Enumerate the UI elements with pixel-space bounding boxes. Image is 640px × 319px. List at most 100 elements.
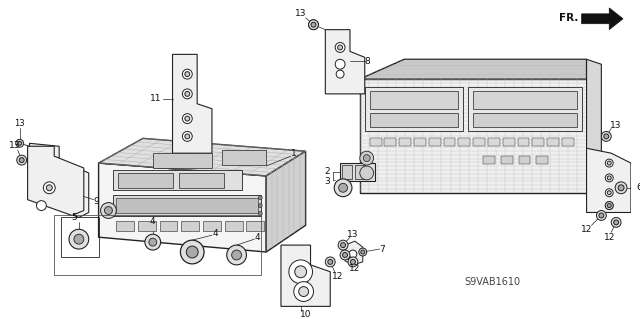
- Circle shape: [599, 213, 604, 218]
- Text: 11: 11: [150, 94, 161, 103]
- Bar: [483, 156, 495, 164]
- Circle shape: [605, 202, 613, 210]
- Circle shape: [338, 240, 348, 250]
- Circle shape: [335, 42, 345, 52]
- Bar: [473, 113, 577, 127]
- Circle shape: [54, 180, 59, 185]
- Bar: [518, 138, 529, 146]
- Polygon shape: [587, 59, 602, 203]
- Bar: [414, 138, 426, 146]
- Text: 13: 13: [9, 141, 20, 150]
- Bar: [536, 156, 548, 164]
- Text: 12: 12: [581, 225, 592, 234]
- Bar: [355, 165, 365, 179]
- Circle shape: [311, 22, 316, 27]
- Circle shape: [615, 182, 627, 194]
- Bar: [116, 221, 134, 231]
- Text: 8: 8: [365, 57, 371, 66]
- Circle shape: [605, 174, 613, 182]
- Circle shape: [611, 218, 621, 227]
- Bar: [562, 138, 573, 146]
- Bar: [370, 113, 458, 127]
- Circle shape: [149, 238, 157, 246]
- Circle shape: [299, 286, 308, 296]
- Text: 9: 9: [93, 197, 99, 206]
- Circle shape: [604, 134, 609, 139]
- Bar: [458, 138, 470, 146]
- Circle shape: [335, 59, 345, 69]
- Circle shape: [618, 185, 624, 191]
- Polygon shape: [360, 79, 587, 193]
- Bar: [399, 138, 411, 146]
- Circle shape: [607, 191, 611, 195]
- Bar: [488, 138, 500, 146]
- Bar: [365, 87, 463, 131]
- Text: 4: 4: [212, 229, 218, 238]
- Bar: [113, 170, 241, 190]
- Circle shape: [182, 131, 192, 141]
- Circle shape: [185, 134, 190, 139]
- Circle shape: [16, 139, 24, 147]
- Circle shape: [602, 131, 611, 141]
- Circle shape: [338, 45, 342, 50]
- Circle shape: [336, 70, 344, 78]
- Circle shape: [185, 72, 190, 77]
- Text: FR.: FR.: [559, 13, 579, 23]
- Circle shape: [227, 245, 246, 265]
- Text: 13: 13: [347, 230, 358, 239]
- Circle shape: [308, 20, 319, 30]
- Circle shape: [339, 183, 348, 192]
- Text: 13: 13: [15, 119, 25, 128]
- Bar: [181, 221, 199, 231]
- Circle shape: [259, 196, 262, 200]
- Circle shape: [359, 248, 367, 256]
- Circle shape: [325, 257, 335, 267]
- Circle shape: [351, 259, 355, 264]
- Circle shape: [232, 250, 241, 260]
- Circle shape: [289, 260, 312, 284]
- Bar: [116, 198, 259, 213]
- Circle shape: [334, 179, 352, 197]
- Circle shape: [182, 69, 192, 79]
- Bar: [340, 163, 374, 181]
- Circle shape: [348, 257, 358, 267]
- Bar: [370, 91, 458, 109]
- Circle shape: [308, 20, 319, 30]
- Circle shape: [605, 159, 613, 167]
- Circle shape: [186, 246, 198, 258]
- Circle shape: [100, 203, 116, 219]
- Circle shape: [182, 89, 192, 99]
- Text: 4: 4: [150, 217, 156, 226]
- Bar: [179, 173, 224, 188]
- Polygon shape: [582, 8, 623, 30]
- Text: 13: 13: [295, 9, 307, 18]
- Text: 12: 12: [604, 233, 615, 242]
- Circle shape: [360, 166, 374, 180]
- Polygon shape: [28, 146, 84, 215]
- Circle shape: [19, 158, 24, 163]
- Polygon shape: [266, 151, 306, 252]
- Circle shape: [605, 202, 613, 210]
- Bar: [468, 87, 582, 131]
- Text: 10: 10: [300, 310, 311, 319]
- Text: 3: 3: [324, 177, 330, 186]
- Polygon shape: [587, 148, 631, 212]
- Circle shape: [607, 204, 611, 208]
- Bar: [547, 138, 559, 146]
- Bar: [222, 150, 266, 165]
- Text: 2: 2: [324, 167, 330, 176]
- Bar: [500, 156, 513, 164]
- Polygon shape: [29, 143, 89, 218]
- Circle shape: [74, 234, 84, 244]
- Text: 12: 12: [349, 264, 360, 273]
- Circle shape: [104, 207, 113, 214]
- Circle shape: [145, 234, 161, 250]
- Bar: [61, 218, 99, 257]
- Circle shape: [342, 253, 348, 257]
- Bar: [203, 221, 221, 231]
- Polygon shape: [281, 245, 330, 306]
- Text: 12: 12: [332, 272, 343, 281]
- Polygon shape: [173, 54, 212, 153]
- Bar: [503, 138, 515, 146]
- Circle shape: [361, 250, 365, 254]
